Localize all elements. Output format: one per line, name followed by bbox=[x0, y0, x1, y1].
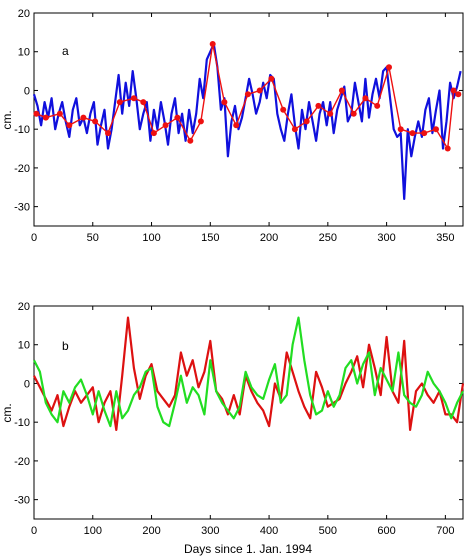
x-tick-label: 600 bbox=[377, 525, 395, 537]
series-line-b-1 bbox=[33, 316, 465, 431]
data-point bbox=[42, 114, 49, 121]
x-tick-label: 300 bbox=[377, 232, 395, 244]
series-line-b-2 bbox=[33, 316, 464, 428]
x-tick-label: 250 bbox=[319, 232, 337, 244]
y-tick-label: 20 bbox=[18, 301, 30, 313]
data-point bbox=[450, 87, 457, 94]
x-tick-label: 100 bbox=[142, 232, 160, 244]
data-point bbox=[256, 87, 263, 94]
data-point bbox=[291, 126, 298, 133]
x-tick-label: 200 bbox=[260, 232, 278, 244]
x-tick-label: 200 bbox=[142, 525, 160, 537]
data-point bbox=[386, 64, 392, 71]
data-point bbox=[280, 106, 287, 113]
y-tick-label: 0 bbox=[24, 378, 30, 390]
data-point bbox=[374, 102, 381, 109]
data-point bbox=[233, 122, 240, 129]
panel-b-xlabel: Days since 1. Jan. 1994 bbox=[184, 542, 312, 556]
x-tick-label: 0 bbox=[31, 525, 37, 537]
x-tick-label: 0 bbox=[31, 232, 37, 244]
y-tick-label: 10 bbox=[18, 340, 30, 352]
x-tick-label: 150 bbox=[201, 232, 219, 244]
series-line-a-1 bbox=[32, 42, 462, 200]
panel-b: 0 100 200 300 400 500 600 700 -30 -20 -10 0 10 20 b c… bbox=[0, 301, 465, 556]
data-point bbox=[197, 118, 204, 125]
panel-a: 0 50 100 150 200 250 300 350 -30 -20 -10 0 10 20 a cm… bbox=[0, 8, 464, 244]
y-tick-label: -20 bbox=[14, 163, 30, 175]
y-tick-label: -30 bbox=[14, 495, 30, 507]
y-tick-label: -10 bbox=[14, 417, 30, 429]
x-tick-label: 100 bbox=[84, 525, 102, 537]
x-tick-label: 50 bbox=[87, 232, 99, 244]
y-tick-label: -10 bbox=[14, 124, 30, 136]
panel-b-frame bbox=[33, 305, 464, 520]
panel-a-markers bbox=[33, 41, 462, 152]
y-tick-label: 10 bbox=[18, 47, 30, 59]
data-point bbox=[116, 99, 123, 106]
data-point bbox=[350, 110, 357, 117]
data-point bbox=[187, 137, 194, 144]
data-point bbox=[174, 114, 181, 121]
data-point bbox=[327, 110, 334, 117]
panel-a-axis-ticks: 0 50 100 150 200 250 300 350 -30 -20 -10 0 10 20 bbox=[14, 8, 463, 244]
y-tick-label: 20 bbox=[18, 8, 30, 20]
panel-b-axis-ticks: 0 100 200 300 400 500 600 700 -30 -20 -10 0 10 20 bbox=[14, 301, 463, 537]
data-point bbox=[56, 110, 63, 117]
data-point bbox=[221, 99, 228, 106]
data-point bbox=[209, 41, 216, 47]
data-point bbox=[150, 130, 157, 137]
data-point bbox=[338, 87, 345, 94]
data-point bbox=[455, 91, 462, 98]
y-tick-label: 0 bbox=[24, 85, 30, 97]
data-point bbox=[303, 118, 310, 125]
y-tick-label: -20 bbox=[14, 456, 30, 468]
x-tick-label: 350 bbox=[436, 232, 454, 244]
panel-a-ylabel: cm. bbox=[0, 110, 14, 129]
data-point bbox=[80, 114, 87, 121]
panel-b-ylabel: cm. bbox=[0, 403, 14, 422]
data-point bbox=[315, 102, 322, 109]
x-tick-label: 700 bbox=[436, 525, 454, 537]
data-point bbox=[444, 145, 451, 152]
data-point bbox=[92, 118, 99, 125]
panel-a-label: a bbox=[62, 44, 69, 58]
data-point bbox=[66, 122, 73, 129]
series-line-a-2 bbox=[36, 43, 459, 150]
data-point bbox=[268, 75, 275, 82]
data-point bbox=[397, 126, 404, 133]
panel-b-label: b bbox=[62, 339, 69, 353]
x-tick-label: 300 bbox=[201, 525, 219, 537]
data-point bbox=[244, 91, 251, 98]
panel-a-series bbox=[32, 42, 462, 200]
data-point bbox=[33, 110, 40, 117]
panel-b-series bbox=[33, 316, 465, 431]
data-point bbox=[409, 130, 416, 137]
data-point bbox=[362, 95, 369, 102]
data-point bbox=[421, 130, 428, 137]
x-tick-label: 400 bbox=[260, 525, 278, 537]
data-point bbox=[162, 122, 169, 129]
data-point bbox=[433, 126, 439, 133]
x-tick-label: 500 bbox=[319, 525, 337, 537]
panel-a-frame bbox=[33, 12, 464, 227]
y-tick-label: -30 bbox=[14, 202, 30, 214]
data-point bbox=[105, 130, 111, 137]
data-point bbox=[140, 99, 147, 106]
data-point bbox=[130, 95, 137, 102]
